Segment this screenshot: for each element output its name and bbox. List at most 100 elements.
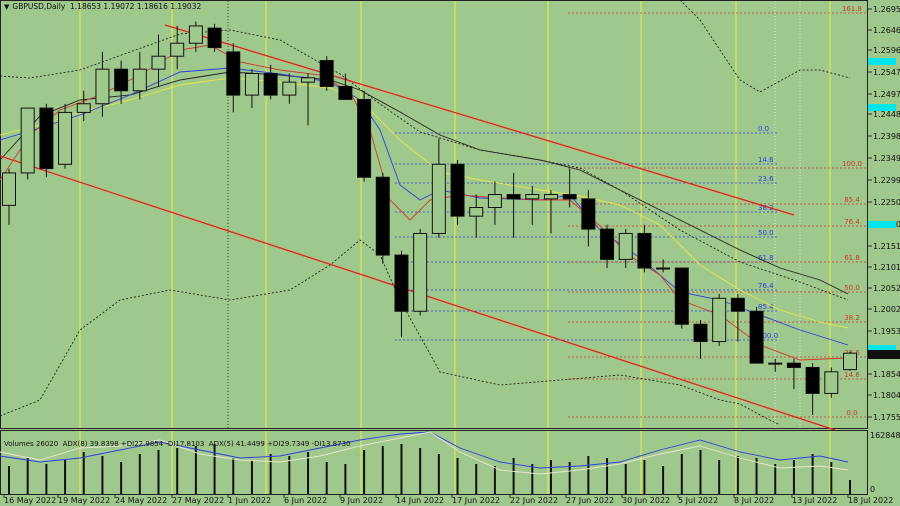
bull-candle-body [76,103,91,113]
date-axis-label: 18 Jul 2022 [848,496,893,505]
indicator-min-label: 0 [870,485,875,494]
candle [768,358,783,372]
bear-candle-body [319,60,334,87]
bull-candle-body [469,207,484,217]
date-axis-label: 16 May 2022 [4,496,56,505]
price-axis-label: 1.26950 [873,5,900,14]
fib-blue-label: 38.2 [758,204,774,212]
candle [58,103,73,169]
candle [301,73,316,126]
current-price-tag [868,350,900,359]
fib-red-label: 161.8 [842,5,862,13]
bear-candle-body [263,72,278,96]
fib-blue-label: 50.0 [758,229,774,237]
fib-red-label: 14.6 [844,371,860,379]
candle [151,34,166,87]
date-axis-label: 27 May 2022 [172,496,224,505]
candle [543,190,558,234]
price-axis-label: 1.22500 [873,198,900,207]
fib-red-label: 0.0 [846,409,857,417]
candle [188,21,203,52]
price-axis-label: 1.24970 [873,90,900,99]
bear-candle-body [226,51,241,96]
bull-candle-body [525,194,540,200]
adx-white-line [0,431,849,475]
indicator-max-label: 162848 [870,431,900,440]
price-axis-label: 1.21510 [873,242,900,251]
bear-candle-body [506,194,521,200]
candle [600,224,615,269]
date-axis-label: 8 Jul 2022 [734,496,774,505]
fib-blue-label: 23.6 [758,175,774,183]
bull-candle-body [413,232,428,312]
bear-candle-body [338,85,353,100]
candle [637,224,652,273]
fib-blue-label: 85.4 [758,303,774,311]
date-axis-label: 30 Jun 2022 [622,496,670,505]
price-level-marker [868,345,896,352]
candle [2,168,16,225]
fib-red-label: 100.0 [842,160,862,168]
bull-candle-body [301,77,316,83]
price-axis-label: 1.23980 [873,132,900,141]
price-axis-label: 1.18040 [873,391,900,400]
bull-candle-body [151,55,166,70]
candle [263,64,278,100]
fib-red-label: 38.2 [844,314,860,322]
candle [712,293,727,346]
candle [843,351,857,371]
fib-blue-label: 61.8 [758,254,774,262]
candle [487,181,502,225]
bull-candle-body [132,68,147,92]
bear-candle-body [375,176,390,256]
bear-candle-body [637,232,652,269]
bull-candle-body [656,267,671,270]
candle [786,358,801,390]
price-level-marker [868,58,896,65]
indicator-frame [0,430,868,495]
bear-candle-body [674,267,689,325]
bull-candle-body [431,163,446,234]
bear-candle-body [805,366,820,394]
bull-candle-body [824,371,839,394]
date-axis-label: 5 Jul 2022 [678,496,718,505]
bull-candle-body [487,194,502,209]
candle [656,259,671,273]
fib-blue-label: 14.6 [758,156,774,164]
bear-candle-body [749,310,764,364]
bull-candle-body [188,25,203,44]
candle [674,267,689,329]
candle [525,185,540,225]
indicator-header: Volumes 26020 ADX(8) 39.8398 +DI22.9854 … [4,431,351,448]
dropdown-arrow-icon[interactable]: ▼ [4,2,10,11]
candle [357,90,372,182]
symbol-ohlc-title: GBPUSD,Daily 1.18653 1.19072 1.18616 1.1… [12,2,202,11]
fib-red-label: 85.4 [844,196,860,204]
price-axis-label: 1.20520 [873,284,900,293]
bull-candle-body [712,297,727,343]
bear-candle-body [357,98,372,178]
date-axis-label: 17 Jun 2022 [452,496,500,505]
bull-candle-body [170,42,185,57]
main-plot-frame [0,0,868,429]
candle [207,23,222,52]
bear-candle-body [786,362,801,368]
price-axis-label: 1.22990 [873,176,900,185]
envelope-upper [0,29,849,301]
bear-candle-body [581,198,596,230]
candle [469,194,484,238]
candle [413,229,428,316]
price-axis-label: 1.26460 [873,26,900,35]
candle [76,90,91,122]
candle [170,25,185,70]
price-level-marker [868,221,896,228]
bull-candle-body [2,172,16,206]
candle [730,293,745,342]
bull-candle-body [58,111,73,165]
date-axis-label: 19 May 2022 [58,496,110,505]
envelope-upper-right [679,0,851,93]
fib-blue-label: 100.0 [758,332,778,340]
fib-red-label: 50.0 [844,284,860,292]
